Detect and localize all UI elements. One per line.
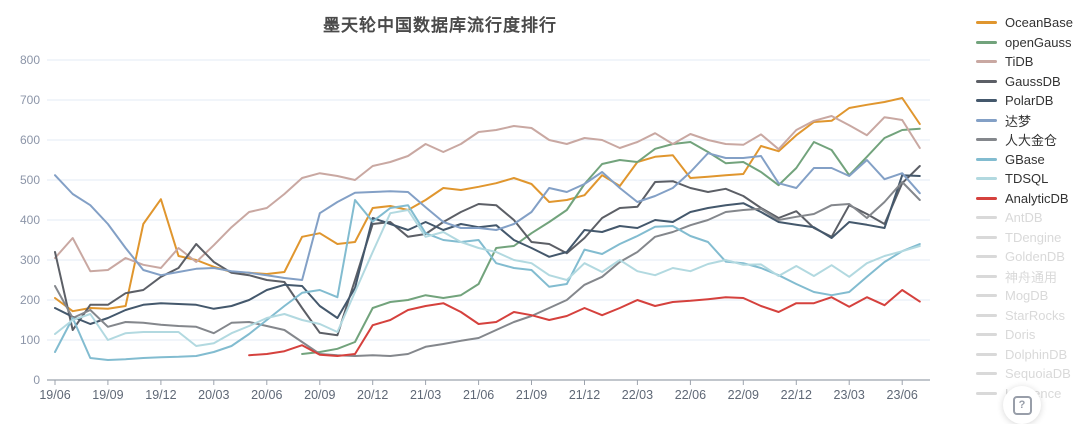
dashboard-stage: 0 100 200 300 400 500 600 700 800 19/06 19/09 19/12… <box>0 0 1080 415</box>
legend-item-GoldenDB[interactable]: GoldenDB <box>976 247 1080 267</box>
help-badge[interactable]: ? <box>1003 386 1041 424</box>
legend-swatch-Doris <box>976 333 997 337</box>
x-axis-label-20/03: 20/03 <box>198 388 229 402</box>
legend-label: GaussDB <box>1005 73 1061 89</box>
legend-swatch-人大金仓 <box>976 138 997 142</box>
legend-label: 人大金仓 <box>1005 133 1058 149</box>
legend-label: openGauss <box>1005 34 1072 50</box>
legend-swatch-OceanBase <box>976 21 997 25</box>
legend-item-TDengine[interactable]: TDengine <box>976 228 1080 248</box>
legend-item-神舟通用[interactable]: 神舟通用 <box>976 267 1080 287</box>
legend-item-TDSQL[interactable]: TDSQL <box>976 169 1080 189</box>
legend-label: GoldenDB <box>1005 249 1065 265</box>
series-line-AnalyticDB <box>248 289 921 357</box>
legend-item-OceanBase[interactable]: OceanBase <box>976 13 1080 33</box>
legend-item-TiDB[interactable]: TiDB <box>976 52 1080 72</box>
legend-label: 神舟通用 <box>1005 269 1058 285</box>
legend-label: AntDB <box>1005 210 1043 226</box>
x-axis-label-23/06: 23/06 <box>887 388 918 402</box>
legend-item-Doris[interactable]: Doris <box>976 325 1080 345</box>
legend-label: PolarDB <box>1005 93 1054 109</box>
legend-swatch-TDSQL <box>976 177 997 181</box>
legend-label: TiDB <box>1005 54 1034 70</box>
legend-swatch-PolarDB <box>976 99 997 103</box>
legend-item-MogDB[interactable]: MogDB <box>976 286 1080 306</box>
x-axis-label-19/09: 19/09 <box>92 388 123 402</box>
legend-item-SequoiaDB[interactable]: SequoiaDB <box>976 364 1080 384</box>
legend-swatch-达梦 <box>976 118 997 122</box>
x-axis-label-21/03: 21/03 <box>410 388 441 402</box>
x-axis-label-22/09: 22/09 <box>728 388 759 402</box>
legend-label: StarRocks <box>1005 307 1065 323</box>
legend-swatch-GoldenDB <box>976 255 997 259</box>
y-axis-label-700: 700 <box>20 93 40 107</box>
legend-swatch-StarRocks <box>976 313 997 317</box>
series-line-人大金仓 <box>54 181 921 357</box>
y-axis-label-600: 600 <box>20 133 40 147</box>
legend-label: MogDB <box>1005 288 1049 304</box>
x-axis-label-22/03: 22/03 <box>622 388 653 402</box>
legend-item-StarRocks[interactable]: StarRocks <box>976 306 1080 326</box>
y-axis-label-400: 400 <box>20 213 40 227</box>
x-axis-label-20/06: 20/06 <box>251 388 282 402</box>
y-axis-label-100: 100 <box>20 333 40 347</box>
series-line-OceanBase <box>54 97 921 313</box>
legend-swatch-AnalyticDB <box>976 196 997 200</box>
legend-item-PolarDB[interactable]: PolarDB <box>976 91 1080 111</box>
chart-title: 墨天轮中国数据库流行度排行 <box>323 16 557 35</box>
legend-swatch-TiDB <box>976 60 997 64</box>
y-axis-label-200: 200 <box>20 293 40 307</box>
legend-label: DolphinDB <box>1005 346 1068 362</box>
series-line-PolarDB <box>54 174 921 325</box>
legend-swatch-神舟通用 <box>976 274 997 278</box>
legend-label: GBase <box>1005 151 1045 167</box>
x-axis-label-20/09: 20/09 <box>304 388 335 402</box>
x-axis-label-21/06: 21/06 <box>463 388 494 402</box>
legend-label: OceanBase <box>1005 15 1073 31</box>
y-axis-label-0: 0 <box>33 373 40 387</box>
legend-swatch-openGauss <box>976 40 997 44</box>
legend-item-AntDB[interactable]: AntDB <box>976 208 1080 228</box>
legend-item-GBase[interactable]: GBase <box>976 150 1080 170</box>
x-axis-label-22/12: 22/12 <box>781 388 812 402</box>
x-axis-label-21/09: 21/09 <box>516 388 547 402</box>
legend-swatch-GaussDB <box>976 79 997 83</box>
legend-swatch-Kyligence <box>976 391 997 395</box>
legend-swatch-AntDB <box>976 216 997 220</box>
legend-label: AnalyticDB <box>1005 190 1069 206</box>
legend-item-人大金仓[interactable]: 人大金仓 <box>976 130 1080 150</box>
series-line-TiDB <box>54 115 921 273</box>
y-axis-label-300: 300 <box>20 253 40 267</box>
legend-swatch-DolphinDB <box>976 352 997 356</box>
y-axis-label-500: 500 <box>20 173 40 187</box>
y-axis-label-800: 800 <box>20 53 40 67</box>
series-line-达梦 <box>54 152 921 281</box>
x-axis-label-23/03: 23/03 <box>834 388 865 402</box>
chart-canvas[interactable]: 0 100 200 300 400 500 600 700 800 19/06 19/09 19/12… <box>0 0 1080 414</box>
legend-swatch-TDengine <box>976 235 997 239</box>
legend-swatch-GBase <box>976 157 997 161</box>
legend-label: TDengine <box>1005 229 1062 245</box>
legend-label: SequoiaDB <box>1005 366 1071 382</box>
legend-swatch-MogDB <box>976 294 997 298</box>
x-axis-label-22/06: 22/06 <box>675 388 706 402</box>
legend-item-GaussDB[interactable]: GaussDB <box>976 72 1080 92</box>
series-line-openGauss <box>301 127 921 355</box>
legend-item-达梦[interactable]: 达梦 <box>976 111 1080 131</box>
question-icon: ? <box>1012 395 1032 415</box>
x-axis-label-19/06: 19/06 <box>39 388 70 402</box>
legend: OceanBase openGauss TiDB GaussDB PolarDB 达梦人大… <box>976 13 1080 403</box>
x-axis-label-21/12: 21/12 <box>569 388 600 402</box>
series-line-TDSQL <box>54 209 921 347</box>
legend-item-DolphinDB[interactable]: DolphinDB <box>976 345 1080 365</box>
legend-label: 达梦 <box>1005 113 1032 129</box>
x-axis-label-19/12: 19/12 <box>145 388 176 402</box>
legend-label: Doris <box>1005 327 1036 343</box>
legend-item-openGauss[interactable]: openGauss <box>976 33 1080 53</box>
legend-item-AnalyticDB[interactable]: AnalyticDB <box>976 189 1080 209</box>
legend-label: TDSQL <box>1005 171 1049 187</box>
legend-swatch-SequoiaDB <box>976 372 997 376</box>
series-line-GaussDB <box>54 165 921 337</box>
x-axis-label-20/12: 20/12 <box>357 388 388 402</box>
